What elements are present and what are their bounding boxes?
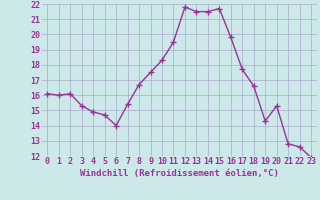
X-axis label: Windchill (Refroidissement éolien,°C): Windchill (Refroidissement éolien,°C): [80, 169, 279, 178]
